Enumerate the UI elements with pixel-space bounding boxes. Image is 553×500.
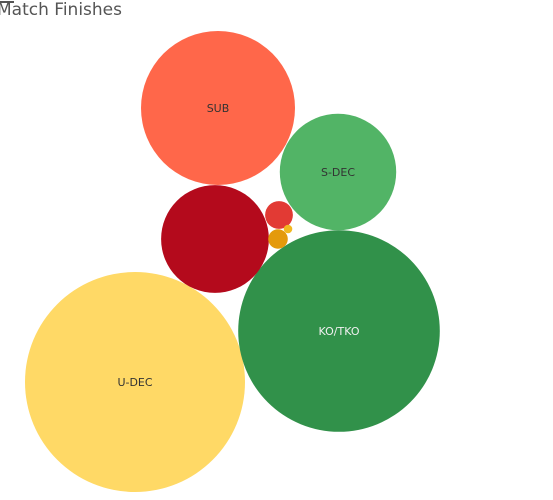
bubble-label-ko-tko: KO/TKO bbox=[319, 325, 360, 338]
title-corner-mark bbox=[0, 1, 14, 3]
bubble-unlabeled-3[interactable] bbox=[161, 185, 269, 293]
bubble-u-dec[interactable] bbox=[25, 272, 245, 492]
chart-title-text: Match Finishes bbox=[0, 0, 122, 20]
bubble-label-sub: SUB bbox=[207, 102, 230, 115]
bubble-sub[interactable] bbox=[141, 31, 295, 185]
bubble-label-u-dec: U-DEC bbox=[117, 376, 152, 389]
bubble-s-dec[interactable] bbox=[279, 113, 397, 231]
bubble-ko-tko[interactable] bbox=[238, 230, 440, 432]
bubble-unlabeled-5[interactable] bbox=[265, 201, 293, 229]
bubble-label-s-dec: S-DEC bbox=[321, 166, 355, 179]
bubble-unlabeled-7[interactable] bbox=[283, 224, 293, 234]
chart-title: Match Finishes bbox=[0, 0, 122, 22]
bubble-unlabeled-6[interactable] bbox=[268, 229, 288, 249]
